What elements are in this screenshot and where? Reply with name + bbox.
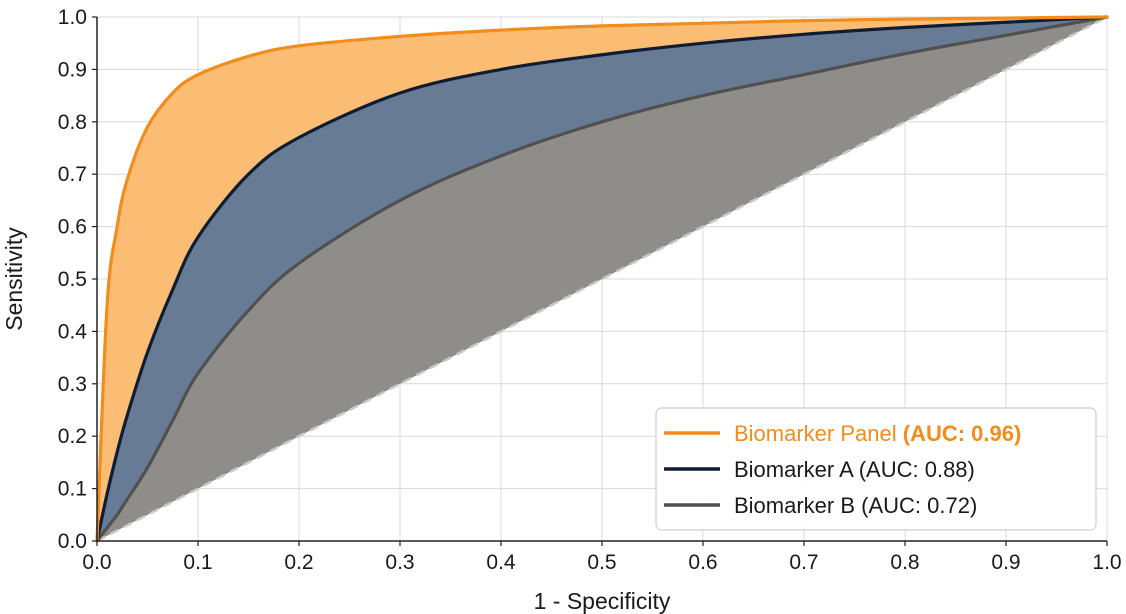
legend-label: Biomarker Panel (AUC: 0.96)	[734, 421, 1021, 446]
x-tick-label: 0.6	[688, 551, 717, 574]
x-tick-label: 0.1	[183, 551, 212, 574]
legend-series-name: Biomarker B	[734, 493, 861, 518]
x-tick-label: 0.3	[385, 551, 414, 574]
y-tick-label: 0.2	[58, 425, 87, 448]
reference-line	[96, 15, 1108, 543]
legend-label: Biomarker B (AUC: 0.72)	[734, 493, 977, 518]
y-tick-labels: 0.0 0.1 0.2 0.3 0.4 0.5 0.6 0.7 0.8 0.9 1.0	[58, 6, 97, 553]
area-fill-3	[97, 17, 1107, 541]
series-line-3	[95, 15, 1109, 543]
x-tick-label: 0.9	[991, 551, 1020, 574]
series-line-1	[95, 15, 1109, 543]
roc-curves	[95, 15, 1109, 543]
y-tick-label: 1.0	[58, 6, 87, 29]
legend-series-name: Biomarker Panel	[734, 421, 903, 446]
legend-auc-value: (AUC: 0.72)	[861, 493, 977, 518]
legend-auc-value: (AUC: 0.96)	[903, 421, 1022, 446]
series-line-2	[95, 15, 1109, 543]
x-tick-label: 0.0	[82, 551, 111, 574]
x-tick-label: 0.8	[890, 551, 919, 574]
area-fill-2	[97, 17, 1107, 541]
y-tick-label: 0.9	[58, 58, 87, 81]
y-tick-label: 0.7	[58, 163, 87, 186]
chance-diagonal-line	[96, 15, 1108, 543]
legend-auc-value: (AUC: 0.88)	[859, 457, 975, 482]
x-tick-labels: 0.0 0.1 0.2 0.3 0.4 0.5 0.6 0.7 0.8 0.9 1.0	[82, 541, 1122, 574]
y-tick-label: 0.8	[58, 111, 87, 134]
x-tick-label: 1.0	[1092, 551, 1121, 574]
area-fills	[97, 17, 1107, 541]
y-tick-label: 0.4	[58, 320, 88, 343]
y-tick-label: 0.0	[58, 530, 87, 553]
x-tick-label: 0.4	[486, 551, 516, 574]
legend: Biomarker Panel (AUC: 0.96) Biomarker A (…	[655, 407, 1097, 531]
y-tick-label: 0.6	[58, 216, 87, 239]
legend-series-name: Biomarker A	[734, 457, 859, 482]
legend-label: Biomarker A (AUC: 0.88)	[734, 457, 975, 482]
y-tick-label: 0.3	[58, 373, 87, 396]
x-tick-label: 0.7	[789, 551, 818, 574]
y-axis-title: Sensitivity	[1, 227, 27, 331]
y-tick-label: 0.1	[58, 478, 87, 501]
x-tick-label: 0.2	[284, 551, 313, 574]
legend-box	[655, 407, 1097, 531]
x-axis-title: 1 - Specificity	[534, 588, 671, 614]
y-tick-label: 0.5	[58, 268, 87, 291]
x-tick-label: 0.5	[587, 551, 616, 574]
